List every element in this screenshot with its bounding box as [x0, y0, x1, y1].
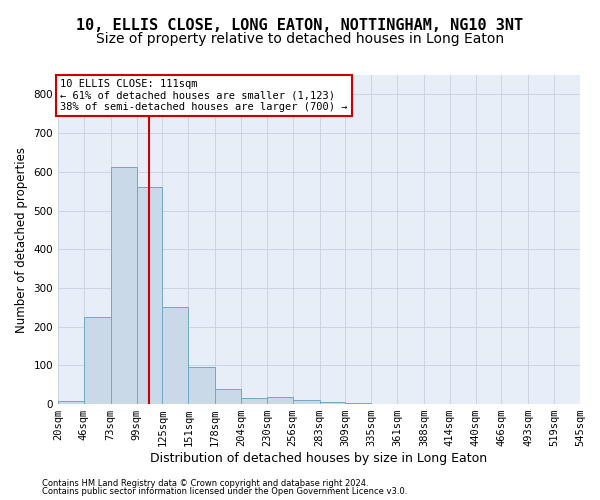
Bar: [137, 186, 163, 404]
Bar: [267, 397, 293, 404]
X-axis label: Distribution of detached houses by size in Long Eaton: Distribution of detached houses by size …: [151, 452, 488, 465]
Y-axis label: Number of detached properties: Number of detached properties: [15, 146, 28, 332]
Text: 10 ELLIS CLOSE: 111sqm
← 61% of detached houses are smaller (1,123)
38% of semi-: 10 ELLIS CLOSE: 111sqm ← 61% of detached…: [60, 79, 347, 112]
Text: 10, ELLIS CLOSE, LONG EATON, NOTTINGHAM, NG10 3NT: 10, ELLIS CLOSE, LONG EATON, NOTTINGHAM,…: [76, 18, 524, 32]
Text: Contains HM Land Registry data © Crown copyright and database right 2024.: Contains HM Land Registry data © Crown c…: [42, 478, 368, 488]
Bar: [188, 368, 215, 404]
Bar: [111, 167, 137, 404]
Bar: [241, 398, 267, 404]
Bar: [215, 388, 241, 404]
Text: Size of property relative to detached houses in Long Eaton: Size of property relative to detached ho…: [96, 32, 504, 46]
Bar: [58, 401, 84, 404]
Bar: [320, 402, 346, 404]
Bar: [293, 400, 320, 404]
Bar: [163, 308, 188, 404]
Text: Contains public sector information licensed under the Open Government Licence v3: Contains public sector information licen…: [42, 487, 407, 496]
Bar: [84, 317, 111, 404]
